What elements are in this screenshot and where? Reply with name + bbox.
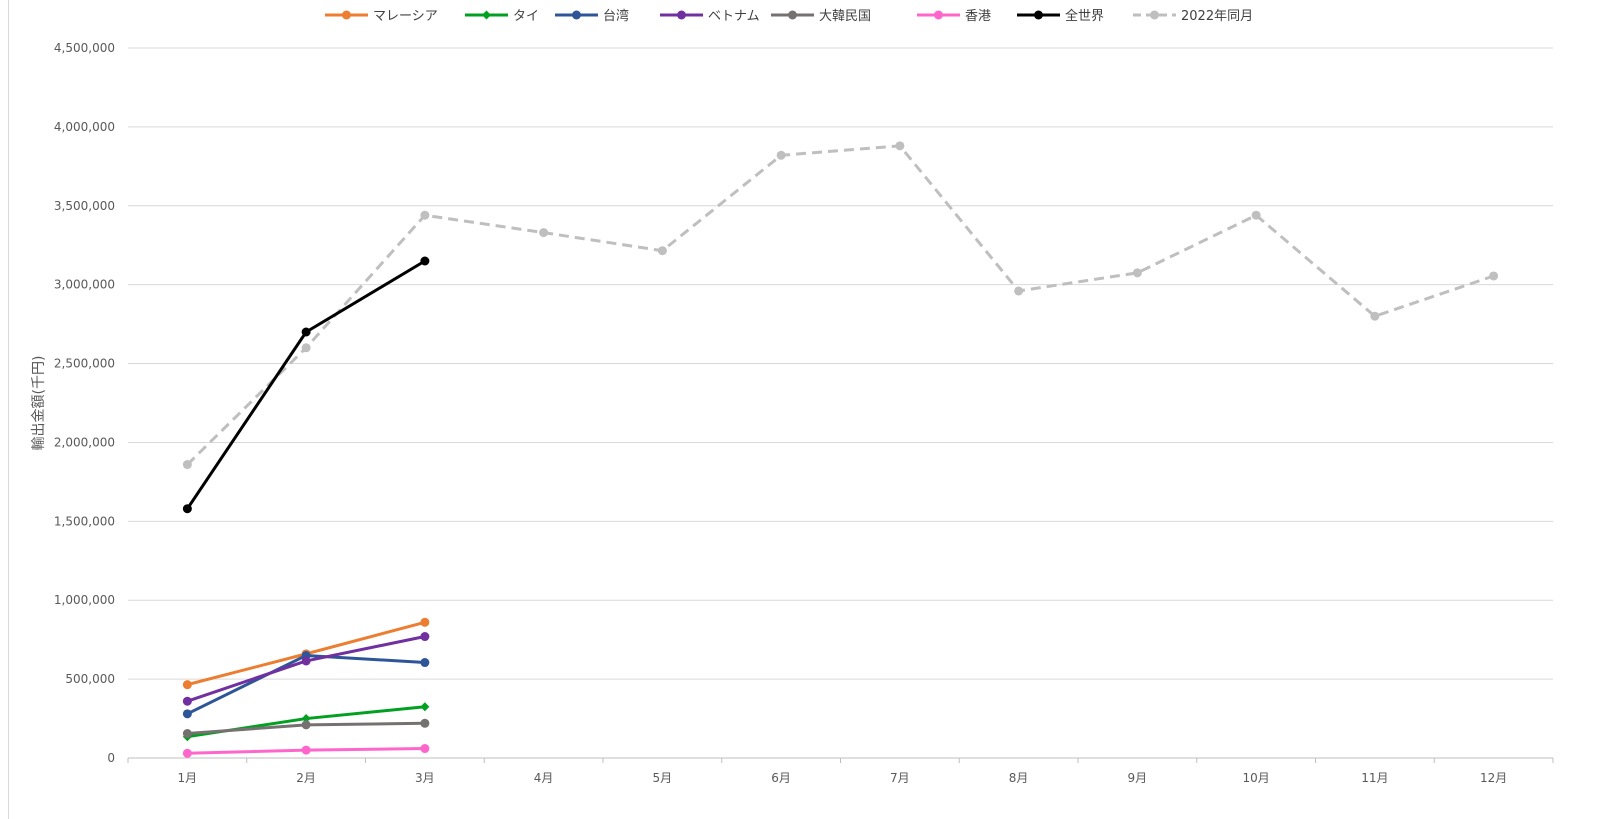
data-point: [1489, 271, 1499, 281]
x-tick-label: 8月: [1009, 771, 1029, 785]
x-tick-label: 5月: [653, 771, 673, 785]
data-point: [301, 656, 311, 666]
data-point: [420, 658, 430, 668]
data-point: [1251, 210, 1261, 220]
gridlines: [128, 47, 1553, 759]
legend-label: ベトナム: [708, 9, 760, 24]
legend-item: ベトナム: [660, 9, 760, 24]
legend-marker: [1150, 10, 1159, 20]
data-point: [420, 210, 430, 220]
legend-item: 大韓民国: [771, 9, 871, 24]
x-tick-label: 1月: [178, 771, 198, 785]
legend-marker: [342, 10, 351, 20]
legend-label: 2022年同月: [1181, 9, 1253, 24]
data-point: [420, 718, 430, 728]
data-point: [776, 150, 786, 160]
legend-label: マレーシア: [373, 9, 438, 24]
series-4: [182, 632, 430, 706]
data-point: [420, 256, 430, 266]
series-line: [186, 144, 1495, 466]
series-group: [182, 141, 1499, 758]
data-point: [420, 702, 430, 712]
y-tick-label: 4,500,000: [54, 41, 115, 55]
x-axis-ticks: 1月 2月 3月 4月 5月 6月 7月 8月 9月 10月 11月 12月: [127, 758, 1554, 785]
data-point: [182, 460, 192, 470]
y-tick-label: 4,000,000: [54, 120, 115, 134]
x-tick-label: 7月: [890, 771, 910, 785]
legend-item: マレーシア: [325, 9, 438, 24]
data-point: [182, 696, 192, 706]
legend-item: 香港: [917, 9, 991, 24]
legend-marker: [1034, 10, 1043, 20]
series-line: [186, 635, 426, 703]
y-tick-label: 2,000,000: [54, 435, 115, 449]
data-point: [182, 729, 192, 739]
x-tick-label: 11月: [1361, 771, 1388, 785]
data-point: [657, 246, 667, 256]
legend-marker: [788, 10, 797, 20]
series-7: [182, 256, 430, 514]
x-tick-label: 6月: [771, 771, 791, 785]
data-point: [182, 680, 192, 690]
legend-label: 大韓民国: [819, 9, 871, 24]
y-axis-title: 輸出金額(千円): [31, 356, 47, 451]
x-tick-label: 12月: [1480, 771, 1507, 785]
y-tick-label: 3,500,000: [54, 199, 115, 213]
legend-label: タイ: [513, 9, 539, 24]
x-tick-label: 10月: [1242, 771, 1269, 785]
legend-item: 全世界: [1017, 8, 1104, 24]
x-tick-label: 4月: [534, 771, 554, 785]
y-tick-label: 3,000,000: [54, 278, 115, 292]
data-point: [420, 744, 430, 754]
legend-label: 全世界: [1065, 8, 1104, 24]
x-tick-label: 2月: [296, 771, 316, 785]
data-point: [301, 720, 311, 730]
data-point: [895, 141, 905, 151]
legend: マレーシア タイ 台湾 ベトナム 大韓民国 香港 全世界 2022年同月: [325, 8, 1253, 24]
data-point: [182, 504, 192, 514]
legend-label: 台湾: [603, 8, 629, 24]
data-point: [301, 745, 311, 755]
series-8: [182, 141, 1499, 470]
y-tick-label: 0: [107, 751, 115, 765]
legend-item: タイ: [465, 9, 539, 24]
series-6: [182, 744, 430, 758]
legend-marker: [482, 10, 491, 20]
data-point: [301, 327, 311, 337]
data-point: [301, 343, 311, 353]
data-point: [182, 748, 192, 758]
series-5: [182, 718, 430, 739]
legend-marker: [934, 10, 943, 20]
y-axis-ticks: 0 500,000 1,000,000 1,500,000 2,000,000 2,500…: [54, 41, 115, 765]
data-point: [301, 714, 311, 724]
y-tick-label: 1,500,000: [54, 514, 115, 528]
legend-item: 2022年同月: [1133, 9, 1253, 24]
legend-marker: [572, 10, 581, 20]
data-point: [1132, 268, 1142, 278]
data-point: [182, 709, 192, 719]
y-tick-label: 2,500,000: [54, 357, 115, 371]
data-point: [1014, 286, 1024, 296]
legend-item: 台湾: [555, 8, 629, 24]
chart-left-border: [8, 0, 9, 819]
data-point: [1370, 311, 1380, 321]
legend-marker: [677, 10, 686, 20]
legend-label: 香港: [965, 9, 991, 24]
data-point: [539, 228, 549, 238]
series-line: [186, 259, 426, 510]
x-tick-label: 9月: [1128, 771, 1148, 785]
y-tick-label: 500,000: [65, 672, 115, 686]
data-point: [420, 617, 430, 627]
x-tick-label: 3月: [415, 771, 435, 785]
y-tick-label: 1,000,000: [54, 593, 115, 607]
data-point: [420, 632, 430, 642]
